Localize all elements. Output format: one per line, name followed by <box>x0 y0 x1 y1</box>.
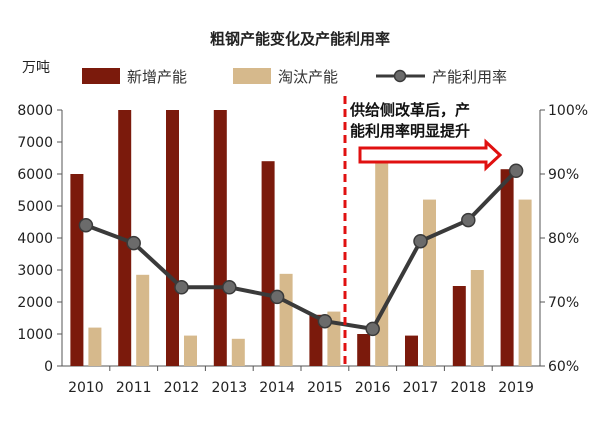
legend-label-new-capacity: 新增产能 <box>127 68 187 86</box>
legend-swatch-new-capacity <box>82 68 120 84</box>
legend-swatch-eliminated-capacity <box>233 68 271 84</box>
right-axis-tick-label: 90% <box>548 167 579 183</box>
point-utilization <box>461 212 476 228</box>
left-axis-tick-label: 6000 <box>17 167 53 183</box>
point-utilization <box>222 280 237 295</box>
annotation-line-2: 能利用率明显提升 <box>350 122 470 140</box>
bar-eliminated-capacity <box>231 338 245 366</box>
annotation-arrow <box>358 138 503 172</box>
bar-eliminated-capacity <box>423 199 436 366</box>
right-axis-tick-label: 80% <box>548 231 579 247</box>
bar-new-capacity <box>261 161 275 366</box>
x-axis-tick-label: 2019 <box>498 380 534 396</box>
chart-title: 粗钢产能变化及产能利用率 <box>210 30 390 48</box>
point-utilization <box>174 280 189 295</box>
left-axis-tick-label: 2000 <box>17 295 53 311</box>
bar-new-capacity <box>309 314 323 366</box>
chart-marks: 0 1000 2000 3000 4000 5000 6000 7000 8000 60% 70% 8… <box>17 103 588 396</box>
line-utilization <box>85 169 518 331</box>
bar-new-capacity <box>166 110 179 366</box>
bar-new-capacity <box>70 174 84 366</box>
x-axis-tick-label: 2012 <box>164 380 200 396</box>
point-utilization <box>269 289 285 305</box>
left-axis-tick-label: 3000 <box>17 263 53 279</box>
left-axis-tick-label: 7000 <box>17 135 53 151</box>
bar-eliminated-capacity <box>136 274 150 366</box>
bar-new-capacity <box>500 169 514 366</box>
bar-new-capacity <box>357 334 371 366</box>
x-axis-tick-label: 2011 <box>116 380 152 396</box>
left-axis-tick-label: 4000 <box>17 231 53 247</box>
bar-new-capacity <box>213 110 227 366</box>
left-axis-unit: 万吨 <box>22 60 50 76</box>
annotation-line-1: 供给侧改革后，产 <box>349 101 470 119</box>
legend-label-eliminated-capacity: 淘汰产能 <box>278 68 338 86</box>
point-utilization <box>317 313 333 329</box>
right-axis-tick-label: 60% <box>548 359 579 375</box>
point-utilization <box>365 321 380 337</box>
bar-eliminated-capacity <box>184 335 197 366</box>
left-axis-tick-label: 1000 <box>17 327 53 343</box>
x-axis-tick-label: 2015 <box>307 380 343 396</box>
x-axis-tick-label: 2010 <box>68 380 104 396</box>
bar-eliminated-capacity <box>279 273 293 366</box>
bar-eliminated-capacity <box>88 327 102 366</box>
x-axis-tick-label: 2014 <box>259 380 295 396</box>
left-axis-tick-label: 5000 <box>17 199 53 215</box>
point-utilization <box>413 233 428 249</box>
left-axis-tick-label: 0 <box>44 359 53 375</box>
left-axis-tick-label: 8000 <box>17 103 53 119</box>
right-axis-tick-label: 70% <box>548 295 579 311</box>
right-axis-tick-label: 100% <box>548 103 588 119</box>
bar-eliminated-capacity <box>470 270 484 366</box>
x-axis-tick-label: 2017 <box>403 380 439 396</box>
legend-label-utilization: 产能利用率 <box>432 68 507 86</box>
bar-new-capacity <box>452 286 466 366</box>
legend-marker-utilization <box>393 69 407 83</box>
point-utilization <box>508 163 524 179</box>
bar-eliminated-capacity <box>518 199 532 366</box>
x-axis-tick-label: 2018 <box>450 380 486 396</box>
bar-eliminated-capacity <box>375 158 389 366</box>
bar-new-capacity <box>405 335 418 366</box>
x-axis-tick-label: 2016 <box>355 380 391 396</box>
point-utilization <box>78 217 94 233</box>
x-axis-tick-label: 2013 <box>211 380 247 396</box>
point-utilization <box>126 235 141 251</box>
